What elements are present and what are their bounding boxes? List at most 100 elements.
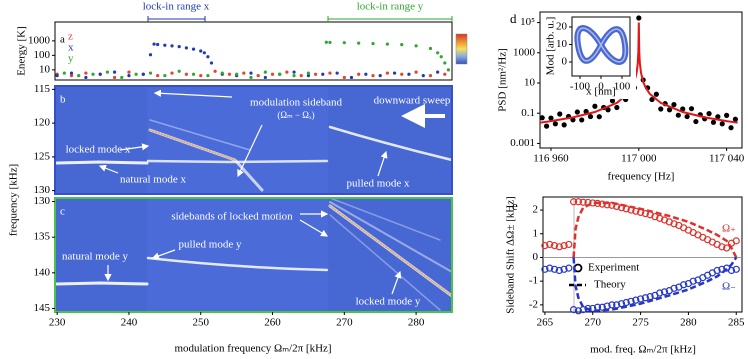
data-point xyxy=(596,114,602,120)
x-axis-label: modulation frequency Ωₘ/2π [kHz] xyxy=(174,343,331,355)
series-label: Ω₋ xyxy=(722,281,736,293)
data-point xyxy=(141,72,145,76)
data-point xyxy=(321,72,325,76)
data-point xyxy=(546,240,554,249)
data-point xyxy=(715,114,721,120)
data-point xyxy=(324,40,328,44)
frame xyxy=(54,85,453,195)
data-point xyxy=(656,214,664,222)
panel-label: b xyxy=(60,94,66,106)
data-point xyxy=(732,237,740,245)
annotation: pulled mode y xyxy=(179,239,242,251)
y-tick-label: 20 xyxy=(556,21,568,33)
data-point xyxy=(646,292,654,301)
data-point xyxy=(77,74,81,78)
data-point xyxy=(684,113,690,120)
data-point xyxy=(446,68,451,72)
data-point xyxy=(206,55,210,59)
x-tick-label: 250 xyxy=(192,317,209,329)
data-point xyxy=(560,265,568,273)
frame xyxy=(542,196,743,313)
data-point xyxy=(213,69,217,73)
data-point xyxy=(670,220,678,228)
y-tick-label: 120 xyxy=(34,117,51,129)
data-point xyxy=(614,104,620,111)
data-point xyxy=(439,55,443,59)
theory-line xyxy=(572,201,738,259)
y-tick-label: 2 xyxy=(533,204,539,216)
data-point xyxy=(235,72,239,76)
data-point xyxy=(84,75,88,80)
y-axis-label: Energy [K] xyxy=(16,26,28,76)
annotation: lock-in range y xyxy=(357,1,424,13)
frame xyxy=(539,11,743,149)
data-point xyxy=(328,40,332,45)
annotation: pulled mode x xyxy=(347,178,410,190)
data-point xyxy=(574,198,582,206)
data-point xyxy=(543,123,550,129)
data-point xyxy=(256,74,260,78)
data-point xyxy=(414,70,418,74)
panel-label: a xyxy=(60,34,65,46)
data-point xyxy=(598,303,606,311)
data-point xyxy=(120,75,124,80)
data-point xyxy=(605,107,611,113)
x-tick-label: 117 000 xyxy=(621,153,657,165)
y-tick-label: 100 xyxy=(34,49,51,61)
data-point xyxy=(152,42,156,46)
data-point xyxy=(335,71,339,75)
traces xyxy=(55,197,454,311)
legend-label: Theory xyxy=(594,279,626,291)
data-point xyxy=(428,46,433,51)
frame xyxy=(54,197,453,313)
data-point xyxy=(560,242,568,250)
data-point xyxy=(270,72,275,76)
annotation: (Ωₘ − Ωₓ) xyxy=(277,110,314,120)
data-point xyxy=(680,106,686,112)
panel-b: b modulation sideband (Ωₘ − Ωₓ) downward… xyxy=(8,83,454,236)
x-tick-label: 265 xyxy=(537,317,554,329)
y-tick-label: 10 xyxy=(39,63,51,75)
data-point xyxy=(392,71,397,75)
y-tick-label: 1000 xyxy=(28,34,51,46)
y-tick-label: 140 xyxy=(34,266,51,278)
data-point xyxy=(285,70,289,74)
data-point xyxy=(608,301,616,309)
data-point xyxy=(313,72,318,76)
data-point xyxy=(199,49,203,53)
spectrogram-section xyxy=(147,198,328,312)
x-tick-label: 270 xyxy=(585,317,602,329)
data-point xyxy=(651,213,659,221)
panel-a: lock-in range x lock-in range y a 10 100 1… xyxy=(16,1,468,81)
panel-label: e xyxy=(512,198,518,213)
data-point xyxy=(349,75,354,80)
data-point xyxy=(292,70,296,74)
data-point xyxy=(579,117,585,123)
annotation: locked mode y xyxy=(356,296,421,308)
arrows xyxy=(104,210,402,295)
data-point xyxy=(688,106,695,112)
data-point xyxy=(727,266,736,275)
x-tick-label: 100 xyxy=(614,81,631,93)
y-tick-label: 0.1 xyxy=(521,107,535,119)
data-point xyxy=(671,102,677,108)
data-point xyxy=(206,74,210,78)
x-tick-label: -100 xyxy=(570,81,591,93)
legend-label: y xyxy=(68,53,74,65)
x-axis-label: frequency [Hz] xyxy=(608,171,675,183)
data-point xyxy=(565,240,573,249)
data-point xyxy=(148,53,153,57)
data-point xyxy=(177,69,181,73)
x-axis-label: x [nm] xyxy=(586,86,616,98)
x-tick-label: 116 960 xyxy=(533,153,569,165)
data-point xyxy=(724,112,730,118)
data-point xyxy=(170,44,174,48)
x-tick-label: 117 040 xyxy=(709,153,745,165)
data-point xyxy=(105,70,110,74)
data-point xyxy=(587,113,594,120)
data-point xyxy=(202,51,206,55)
data-point xyxy=(555,266,563,275)
annotation: modulation sideband xyxy=(250,97,342,109)
x-tick-label: 260 xyxy=(264,317,281,329)
y-tick-label: 1 xyxy=(533,227,539,239)
